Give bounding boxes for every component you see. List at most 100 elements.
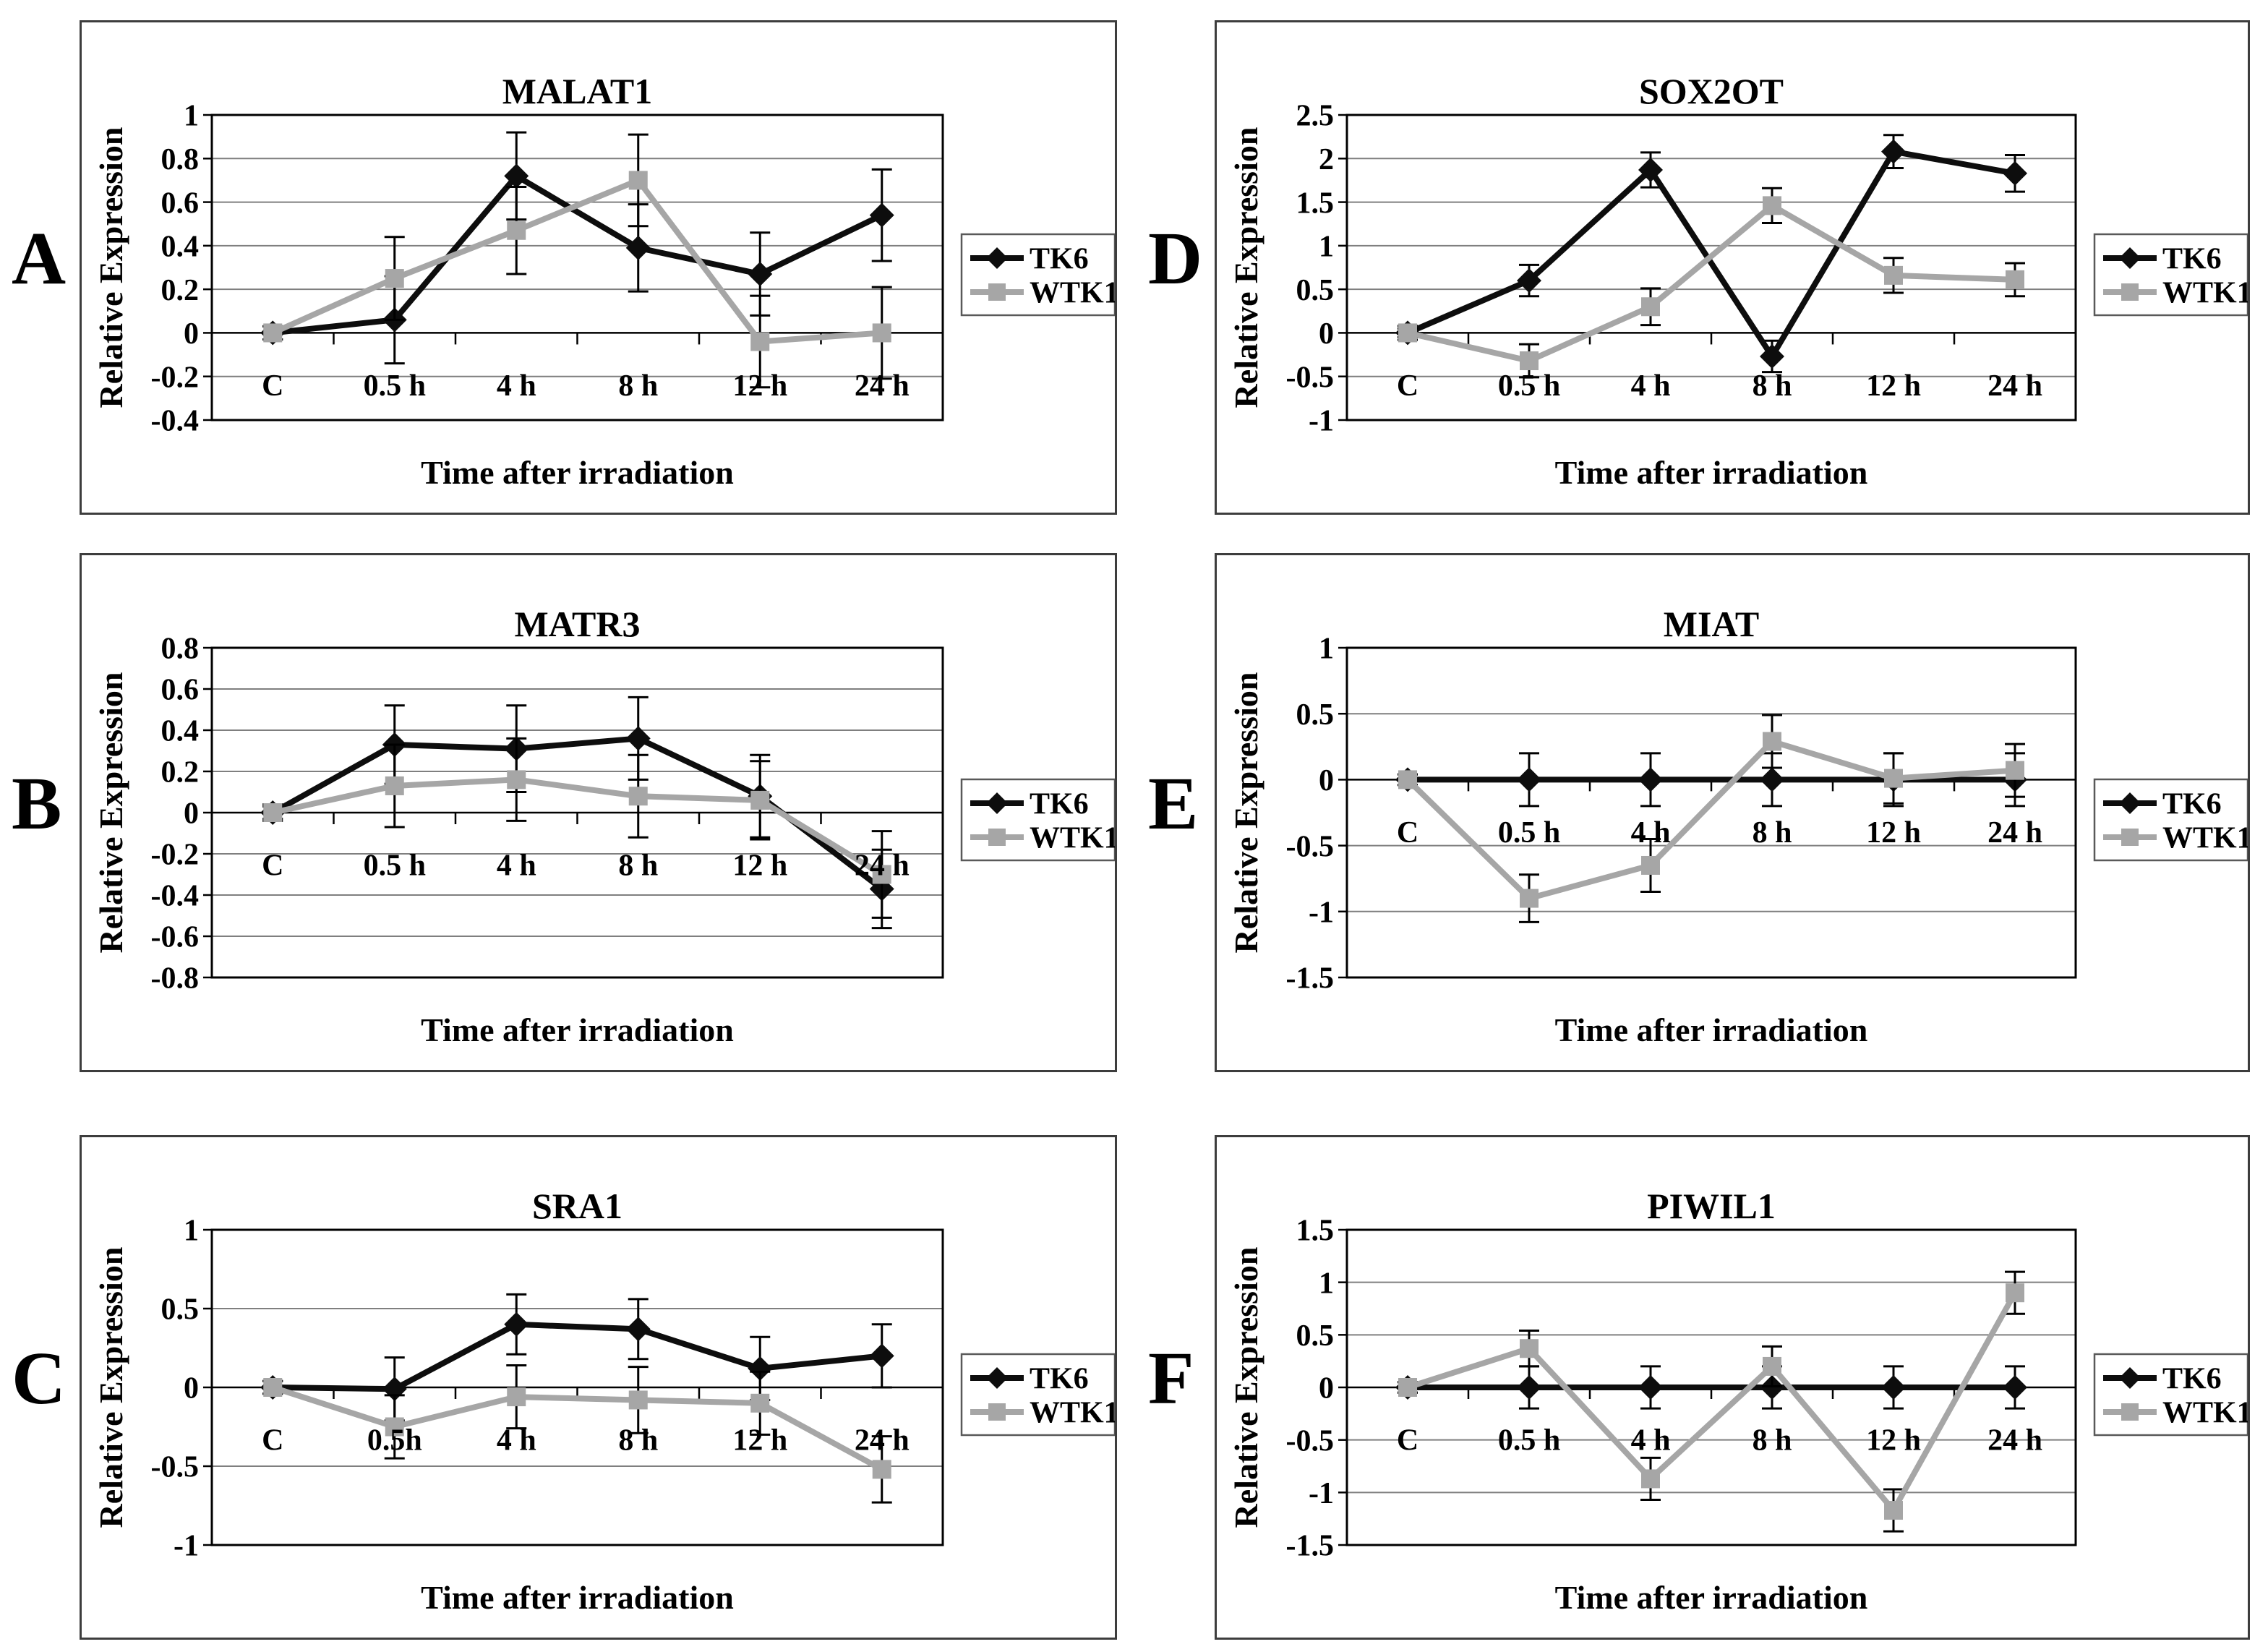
y-tick-label: -0.2 [151, 839, 200, 872]
legend-entry-TK6: TK6 [2103, 243, 2222, 276]
marker-square-WTK1 [872, 1460, 891, 1479]
panel-letter-B: B [12, 762, 62, 845]
y-tick-label: 0 [1319, 1372, 1334, 1405]
x-category-label: 24 h [855, 1424, 910, 1458]
plot-frame [210, 114, 944, 421]
x-axis-title: Time after irradiation [1555, 454, 1868, 491]
marker-diamond-TK6 [2003, 161, 2027, 186]
marker-square-WTK1 [1763, 732, 1781, 751]
legend-marker-square [2121, 829, 2139, 846]
y-tick-label: 0.5 [1296, 698, 1335, 732]
series-WTK1 [262, 133, 892, 389]
marker-diamond-TK6 [2003, 1375, 2027, 1400]
marker-square-WTK1 [1763, 1356, 1781, 1376]
y-tick-label: -0.5 [1286, 1424, 1335, 1458]
x-category-label: C [262, 369, 283, 403]
x-axis-title: Time after irradiation [1555, 1011, 1868, 1048]
y-tick-label: 1 [1319, 231, 1334, 264]
series-line-TK6 [1406, 148, 2016, 362]
chart-title: MIAT [1664, 604, 1759, 644]
marker-square-WTK1 [1641, 855, 1660, 875]
x-category-label: 12 h [732, 1424, 787, 1458]
marker-square-WTK1 [263, 1378, 283, 1397]
legend-marker-diamond [986, 792, 1008, 814]
x-category-label: 8 h [618, 1424, 658, 1458]
y-tick-label: -1 [174, 1530, 199, 1563]
chart-title: MATR3 [514, 604, 640, 644]
panel-box-MATR3: 0.8 0.6 0.4 0.2 0 -0.2 -0.4 -0.6 -0.8 C 0.5 h 4 h 8 … [80, 553, 1119, 1072]
x-category-label: 8 h [618, 849, 658, 883]
legend-label-TK6: TK6 [1030, 1363, 1089, 1396]
legend-label-WTK1: WTK1 [2162, 277, 2248, 310]
marker-diamond-TK6 [1517, 767, 1541, 792]
chart-MIAT: 1 0.5 0 -0.5 -1 -1.5 C 0.5 h 4 h 8 h 12 h 24 h MIAT R… [1217, 555, 2252, 1070]
legend-label-TK6: TK6 [1030, 788, 1089, 821]
marker-square-WTK1 [2006, 1283, 2024, 1303]
x-category-labels: C 0.5h 4 h 8 h 12 h 24 h [262, 1424, 910, 1458]
marker-square-WTK1 [1884, 1501, 1903, 1520]
y-tick-label: 1 [1319, 1267, 1334, 1300]
x-category-label: 4 h [1631, 1424, 1671, 1458]
marker-diamond-TK6 [504, 163, 529, 189]
x-category-label: 8 h [1753, 816, 1792, 849]
y-tick-label: 0.2 [161, 274, 200, 307]
marker-square-WTK1 [385, 1417, 404, 1437]
y-axis-title: Relative Expression [93, 672, 129, 954]
chart-title: PIWIL1 [1647, 1186, 1776, 1226]
x-category-label: 0.5h [367, 1424, 422, 1458]
panel-letter-D: D [1148, 217, 1203, 300]
x-category-label: 4 h [1631, 369, 1671, 403]
x-category-label: C [262, 849, 283, 883]
y-tick-label: 0.6 [161, 674, 200, 707]
x-category-label: 0.5 h [364, 369, 426, 403]
y-tick-label: 1 [1319, 633, 1334, 666]
legend-box [2093, 233, 2249, 317]
panel-box-SRA1: 1 0.5 0 -0.5 -1 C 0.5h 4 h 8 h 12 h 24 h SRA1 Relati… [80, 1135, 1119, 1640]
x-category-label: 0.5 h [1498, 369, 1560, 403]
series-TK6 [1395, 134, 2027, 374]
marker-diamond-TK6 [1881, 1375, 1906, 1400]
legend-entry-WTK1: WTK1 [970, 822, 1119, 855]
marker-square-WTK1 [1398, 770, 1417, 789]
x-category-label: 0.5 h [364, 849, 426, 883]
y-axis-title: Relative Expression [93, 1247, 129, 1528]
plot-frame [1345, 114, 2077, 421]
panel-letter-A: A [12, 217, 67, 300]
x-category-label: 8 h [1753, 1424, 1792, 1458]
y-tick-label: 2.5 [1296, 100, 1335, 133]
legend-marker-diamond [2119, 247, 2141, 269]
legend-marker-diamond [986, 1367, 1008, 1389]
legend-label-TK6: TK6 [2162, 243, 2222, 276]
y-tick-label: 0.2 [161, 756, 200, 789]
y-tick-label: 1.5 [1296, 1215, 1335, 1248]
y-tick-label: 0 [184, 317, 199, 351]
x-category-labels: C 0.5 h 4 h 8 h 12 h 24 h [1397, 369, 2042, 403]
x-category-labels: C 0.5 h 4 h 8 h 12 h 24 h [262, 369, 910, 403]
x-category-label: 0.5 h [1498, 816, 1560, 849]
series-line-WTK1 [1405, 737, 2016, 902]
x-category-label: C [1397, 816, 1418, 849]
chart-SRA1: 1 0.5 0 -0.5 -1 C 0.5h 4 h 8 h 12 h 24 h SRA1 Relati… [82, 1137, 1119, 1638]
marker-square-WTK1 [507, 770, 526, 789]
legend-label-WTK1: WTK1 [2162, 1397, 2248, 1430]
y-axis-ticks [1338, 646, 1347, 979]
y-tick-label: 0 [1319, 764, 1334, 797]
chart-MATR3: 0.8 0.6 0.4 0.2 0 -0.2 -0.4 -0.6 -0.8 C 0.5 h 4 h 8 … [82, 555, 1119, 1070]
y-tick-label: -1 [1309, 1477, 1334, 1510]
x-category-label: 24 h [855, 849, 910, 883]
series-WTK1 [1398, 187, 2025, 379]
marker-square-WTK1 [1520, 1339, 1539, 1358]
series-line-WTK1 [1406, 1291, 2018, 1516]
y-tick-label: 1.5 [1296, 187, 1335, 220]
y-tick-label: 0.4 [161, 715, 200, 748]
marker-square-WTK1 [872, 323, 891, 343]
marker-square-WTK1 [263, 323, 283, 343]
y-tick-label: -0.6 [151, 921, 200, 954]
marker-square-WTK1 [1641, 297, 1660, 317]
marker-square-WTK1 [628, 171, 648, 190]
marker-diamond-TK6 [1638, 767, 1663, 792]
marker-square-WTK1 [1398, 1378, 1417, 1397]
